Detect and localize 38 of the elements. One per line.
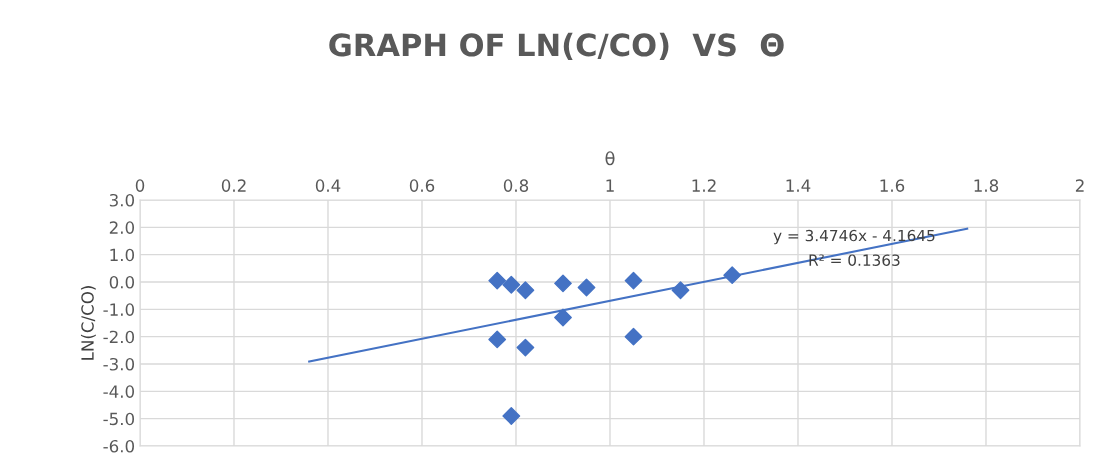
y-tick-label: -5.0	[103, 412, 135, 426]
point	[516, 338, 535, 357]
x-tick-label: 2	[1075, 179, 1084, 192]
point	[624, 271, 643, 290]
y-tick-label: -1.0	[103, 303, 135, 316]
x-tick-label: 0.8	[503, 179, 529, 192]
point	[502, 407, 521, 425]
y-tick-label: -2.0	[103, 330, 135, 344]
x-tick-label: 1.4	[786, 179, 811, 192]
point	[488, 330, 507, 349]
y-tick-label: 2.0	[109, 221, 135, 234]
x-tick-label: 0.4	[315, 179, 341, 192]
x-tick-label: 0	[135, 179, 145, 192]
point	[624, 327, 643, 346]
point	[502, 275, 521, 294]
chart-title: GRAPH OF LN(C/CO) VS Θ	[329, 32, 784, 61]
x-tick-label: 1.8	[974, 179, 999, 192]
y-tick-label: -6.0	[103, 439, 135, 453]
x-axis-title: θ	[605, 151, 615, 166]
point	[671, 281, 690, 300]
x-tick-label: 0.6	[409, 179, 435, 192]
y-tick-label: 0.0	[109, 275, 135, 289]
y-axis-title: LN(C/CO)	[80, 286, 96, 360]
x-tick-label: 1.6	[880, 179, 905, 192]
x-tick-label: 1.2	[692, 179, 716, 192]
point	[554, 274, 572, 293]
point	[516, 281, 535, 300]
point	[554, 308, 572, 327]
x-tick-label: 1	[606, 179, 614, 192]
y-tick-label: 3.0	[109, 193, 135, 207]
point	[723, 266, 742, 285]
point	[488, 271, 507, 290]
y-tick-label: -3.0	[103, 357, 135, 371]
point	[577, 278, 596, 297]
y-tick-label: 1.0	[110, 248, 135, 262]
y-tick-label: -4.0	[103, 385, 135, 398]
x-tick-label: 0.2	[221, 179, 246, 192]
annotation: y = 3.4746x - 4.1645	[773, 229, 935, 245]
